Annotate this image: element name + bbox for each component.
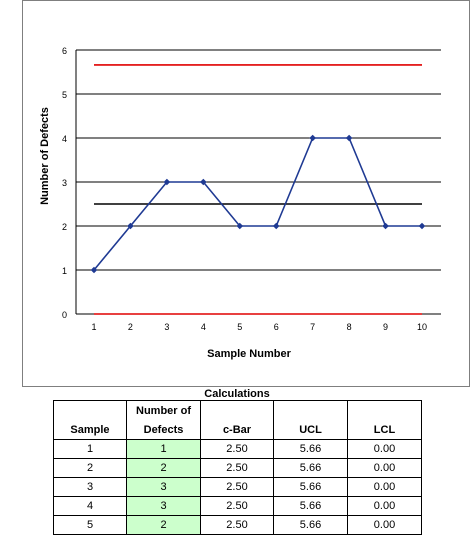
x-tick-label: 7 bbox=[310, 322, 315, 332]
y-tick-label: 6 bbox=[62, 46, 67, 56]
data-point bbox=[163, 178, 171, 186]
cell-defects: 2 bbox=[126, 458, 201, 478]
cell-sample: 4 bbox=[53, 496, 127, 516]
table-row: 3 3 2.50 5.66 0.00 bbox=[53, 477, 422, 497]
cell-ucl: UCL bbox=[273, 420, 348, 440]
cell-lcl: 0.00 bbox=[347, 477, 422, 497]
y-tick-label: 0 bbox=[62, 310, 67, 320]
cell-cbar bbox=[200, 400, 274, 421]
cell-sample: 2 bbox=[53, 458, 127, 478]
cell-defects: 3 bbox=[126, 477, 201, 497]
cell-cbar: 2.50 bbox=[200, 439, 274, 459]
data-point bbox=[345, 134, 353, 142]
data-point bbox=[127, 222, 134, 230]
cell-defects: Defects bbox=[126, 420, 201, 440]
cell-lcl: 0.00 bbox=[347, 515, 422, 535]
cell-defects: 1 bbox=[126, 439, 201, 459]
table-header-row: Number of bbox=[53, 400, 422, 421]
y-axis-title: Number of Defects bbox=[39, 107, 51, 205]
x-tick-label: 5 bbox=[237, 322, 242, 332]
cell-defects: 3 bbox=[126, 496, 201, 516]
calculations-table: Number of Sample Defects c-Bar UCL LCL 1 1 2.50 5… bbox=[53, 400, 422, 535]
cell-sample: 5 bbox=[53, 515, 127, 535]
series-line bbox=[93, 137, 422, 271]
cell-sample: Sample bbox=[53, 420, 127, 440]
cell-ucl: 5.66 bbox=[273, 515, 348, 535]
cell-defects: Number of bbox=[126, 400, 201, 421]
x-tick-label: 4 bbox=[201, 322, 206, 332]
data-point bbox=[382, 222, 389, 230]
y-tick-label: 3 bbox=[62, 178, 67, 188]
cell-sample bbox=[53, 400, 127, 421]
cell-defects: 2 bbox=[126, 515, 201, 535]
data-point bbox=[418, 222, 426, 230]
x-tick-label: 3 bbox=[164, 322, 169, 332]
table-row: 1 1 2.50 5.66 0.00 bbox=[53, 439, 422, 459]
data-point bbox=[272, 222, 280, 230]
cell-lcl: 0.00 bbox=[347, 458, 422, 478]
cell-cbar: 2.50 bbox=[200, 515, 274, 535]
y-tick-label: 5 bbox=[62, 90, 67, 100]
cell-lcl: 0.00 bbox=[347, 439, 422, 459]
x-tick-label: 9 bbox=[383, 322, 388, 332]
cell-ucl: 5.66 bbox=[273, 439, 348, 459]
cell-sample: 1 bbox=[53, 439, 127, 459]
y-tick-label: 4 bbox=[62, 134, 67, 144]
table-row: 2 2 2.50 5.66 0.00 bbox=[53, 458, 422, 478]
x-tick-label: 10 bbox=[417, 322, 427, 332]
x-tick-label: 2 bbox=[128, 322, 133, 332]
cell-cbar: 2.50 bbox=[200, 496, 274, 516]
table-row: 4 3 2.50 5.66 0.00 bbox=[53, 496, 422, 516]
x-tick-label: 8 bbox=[347, 322, 352, 332]
x-axis-title: Sample Number bbox=[207, 348, 291, 360]
cell-cbar: 2.50 bbox=[200, 458, 274, 478]
cell-ucl bbox=[273, 400, 348, 421]
cell-cbar: c-Bar bbox=[200, 420, 274, 440]
cell-lcl: 0.00 bbox=[347, 496, 422, 516]
data-point bbox=[309, 134, 316, 142]
y-tick-label: 1 bbox=[62, 266, 67, 276]
data-point bbox=[90, 266, 98, 274]
chart-area: 0 1 2 3 4 5 6 1 2 3 4 5 6 7 8 9 10 Sample Number Number of… bbox=[22, 0, 470, 387]
cell-sample: 3 bbox=[53, 477, 127, 497]
cell-lcl bbox=[347, 400, 422, 421]
cell-ucl: 5.66 bbox=[273, 477, 348, 497]
control-chart: 0 1 2 3 4 5 6 1 2 3 4 5 6 7 8 9 10 Sample Number Number of… bbox=[39, 46, 441, 360]
calculations-title: Calculations bbox=[204, 388, 270, 400]
x-tick-label: 1 bbox=[91, 322, 96, 332]
data-point bbox=[200, 178, 207, 186]
cell-lcl: LCL bbox=[347, 420, 422, 440]
cell-ucl: 5.66 bbox=[273, 458, 348, 478]
table-header-row: Sample Defects c-Bar UCL LCL bbox=[53, 420, 422, 440]
cell-cbar: 2.50 bbox=[200, 477, 274, 497]
table-row: 5 2 2.50 5.66 0.00 bbox=[53, 515, 422, 535]
x-tick-label: 6 bbox=[274, 322, 279, 332]
y-tick-label: 2 bbox=[62, 222, 67, 232]
cell-ucl: 5.66 bbox=[273, 496, 348, 516]
data-point bbox=[236, 222, 244, 230]
